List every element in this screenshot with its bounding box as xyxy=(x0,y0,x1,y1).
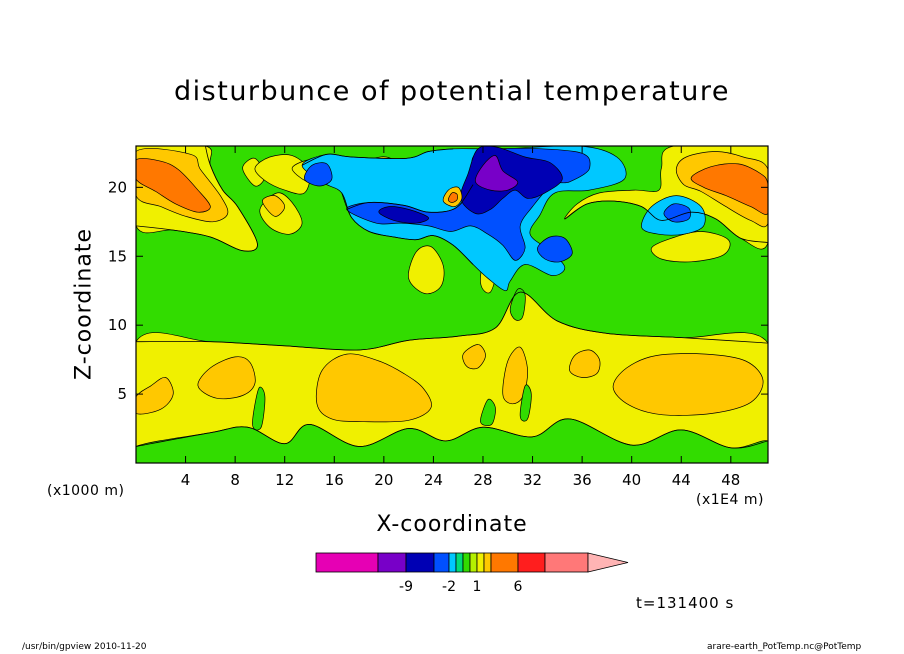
contour-region-orange-low-blob-center xyxy=(315,353,432,423)
y-tick-label: 15 xyxy=(108,247,127,265)
contour-region-blue-upper-left xyxy=(303,162,333,187)
x-tick-label: 12 xyxy=(275,471,294,489)
x-tick-label: 44 xyxy=(672,471,691,489)
colorbar: -9 -2 1 6 xyxy=(315,552,629,595)
x-tick-label: 32 xyxy=(523,471,542,489)
colorbar-swatch xyxy=(544,552,589,573)
x-tick-label: 36 xyxy=(573,471,592,489)
contour-region-orange-upper-left-small xyxy=(262,195,286,217)
x-tick-label: 16 xyxy=(325,471,344,489)
contour-region-purple-core xyxy=(474,155,519,192)
contour-region-orange-low-blob-right xyxy=(569,349,601,378)
contour-region-orange-low-blob-west xyxy=(197,356,256,400)
contour-region-orange-low-blob-east xyxy=(612,353,764,416)
x-tick-label: 40 xyxy=(622,471,641,489)
contour-line-0 xyxy=(136,291,768,351)
plot-frame xyxy=(135,145,769,464)
x-tick-label: 4 xyxy=(181,471,191,489)
colorbar-label: 1 xyxy=(473,579,482,595)
y-axis-label: Z-coordinate xyxy=(71,228,97,380)
colorbar-swatch xyxy=(433,552,450,573)
contour-region-yellow-blob-15 xyxy=(408,245,445,295)
contour-region-red-upper-left xyxy=(136,158,211,213)
time-stamp: t=131400 s xyxy=(636,594,735,612)
contour-region-green-dot-b xyxy=(480,398,496,426)
contour-line-6 xyxy=(341,192,474,265)
x-tick-label: 28 xyxy=(473,471,492,489)
colorbar-swatch xyxy=(517,552,546,573)
colorbar-arrow xyxy=(587,552,629,573)
contour-line-1 xyxy=(136,418,768,449)
contour-region-red-upper-right xyxy=(690,163,768,215)
contour-line-4 xyxy=(301,148,454,166)
contour-region-orange-center-west-blob xyxy=(502,346,528,405)
x-axis-label: X-coordinate xyxy=(376,512,528,537)
colorbar-swatch xyxy=(315,552,379,573)
contour-region-dark-blue-left xyxy=(378,206,429,224)
colorbar-label: -9 xyxy=(399,579,413,595)
colorbar-label: -2 xyxy=(442,579,456,595)
y-tick-label: 10 xyxy=(108,316,127,334)
y-tick-label: 5 xyxy=(117,385,127,403)
y-axis: 5 10 15 20 xyxy=(108,178,768,403)
colorbar-swatch xyxy=(476,552,485,573)
contour-region-blue-right-lobe xyxy=(663,203,691,223)
x-axis: 4 8 12 16 20 24 28 32 36 40 44 48 xyxy=(181,146,740,489)
contour-region-blue-east-lobe xyxy=(537,235,573,263)
colorbar-label: 6 xyxy=(514,579,523,595)
x-tick-label: 20 xyxy=(374,471,393,489)
colorbar-swatch xyxy=(448,552,457,573)
contour-lines xyxy=(136,146,768,449)
contour-region-yellow-lower-right-bump xyxy=(650,231,731,263)
colorbar-swatch xyxy=(377,552,407,573)
contour-region-red-eye-24 xyxy=(447,192,458,203)
colorbar-swatch xyxy=(469,552,478,573)
footer-source: arare-earth_PotTemp.nc@PotTemp xyxy=(707,642,862,652)
x-tick-label: 48 xyxy=(721,471,740,489)
contour-line-5 xyxy=(346,184,474,213)
contour-region-orange-low-left-edge xyxy=(136,377,174,415)
x-tick-label: 8 xyxy=(230,471,240,489)
contour-line-3 xyxy=(564,200,768,243)
contour-region-orange-mid-yellow-blob xyxy=(462,344,486,370)
colorbar-swatch xyxy=(462,552,471,573)
contour-region-green-dot-a xyxy=(252,386,266,431)
contour-region-green-dot-c xyxy=(519,384,532,422)
colorbar-swatch xyxy=(405,552,435,573)
filled-contours xyxy=(136,146,768,463)
x-unit-right: (x1E4 m) xyxy=(696,492,764,508)
contour-line-2 xyxy=(136,146,258,252)
footer-program: /usr/bin/gpview 2010-11-20 xyxy=(22,642,147,652)
x-tick-label: 24 xyxy=(424,471,443,489)
chart-title: disturbunce of potential temperature xyxy=(174,76,730,107)
colorbar-swatch xyxy=(483,552,492,573)
colorbar-swatch xyxy=(455,552,464,573)
colorbar-swatch xyxy=(490,552,519,573)
x-unit-left: (x1000 m) xyxy=(47,483,125,499)
y-tick-label: 20 xyxy=(108,178,127,196)
